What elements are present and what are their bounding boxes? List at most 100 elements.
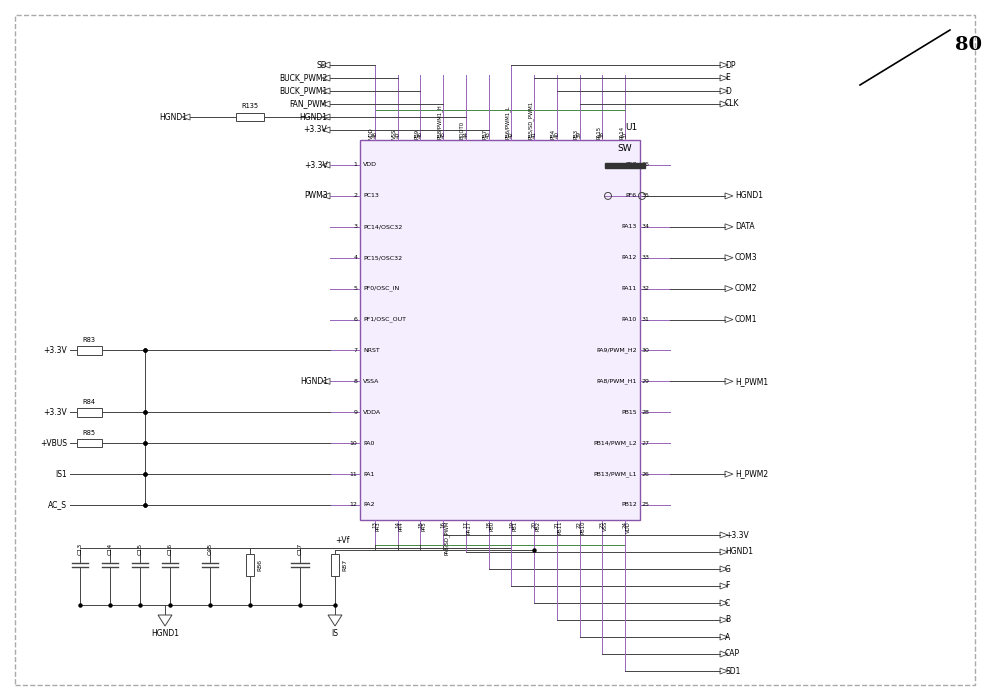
Text: +3.3V: +3.3V: [43, 408, 67, 416]
Text: 8: 8: [354, 379, 358, 384]
Text: IS1: IS1: [55, 470, 67, 479]
Text: 1: 1: [354, 162, 358, 167]
Text: DP: DP: [725, 60, 736, 69]
Text: R85: R85: [82, 430, 96, 435]
Text: PC14/OSC32: PC14/OSC32: [363, 224, 402, 230]
Text: R135: R135: [241, 104, 259, 109]
Text: PB2: PB2: [535, 521, 540, 531]
Text: C16: C16: [168, 543, 173, 555]
Text: 28: 28: [642, 410, 650, 415]
Polygon shape: [725, 255, 733, 260]
Text: HGND1: HGND1: [299, 113, 327, 122]
Bar: [246, 554, 254, 576]
Polygon shape: [725, 224, 733, 230]
Text: PB0: PB0: [490, 521, 495, 531]
Text: 16: 16: [441, 522, 446, 528]
Text: 15: 15: [418, 522, 423, 528]
Text: COM2: COM2: [735, 284, 758, 293]
Text: 6: 6: [354, 317, 358, 322]
Text: C14: C14: [108, 542, 112, 555]
Text: PA1: PA1: [363, 472, 374, 477]
Polygon shape: [720, 651, 728, 657]
Text: 10: 10: [350, 441, 358, 446]
Text: 13: 13: [372, 522, 378, 528]
Text: BOOT0: BOOT0: [460, 121, 465, 139]
Text: +3.3V: +3.3V: [303, 125, 327, 134]
Text: PF7: PF7: [626, 162, 637, 167]
Polygon shape: [182, 114, 190, 120]
Text: BUCK_PWM1: BUCK_PWM1: [279, 87, 327, 95]
Text: R83: R83: [82, 337, 96, 343]
Text: PB5/SD_PWM1: PB5/SD_PWM1: [527, 101, 533, 139]
Text: 43: 43: [486, 132, 491, 139]
Text: C45: C45: [208, 542, 212, 555]
Text: 30: 30: [642, 348, 650, 353]
Text: 23: 23: [600, 522, 605, 528]
Text: AC_S: AC_S: [48, 500, 67, 510]
Text: 4: 4: [354, 256, 358, 260]
Text: C17: C17: [298, 542, 302, 555]
Text: B: B: [725, 615, 730, 624]
Text: PB15: PB15: [621, 410, 637, 415]
Text: HGND1: HGND1: [300, 377, 328, 386]
Text: +3.3V: +3.3V: [43, 346, 67, 355]
Polygon shape: [720, 532, 728, 538]
Polygon shape: [720, 88, 728, 94]
Text: PB3: PB3: [574, 129, 579, 139]
Polygon shape: [725, 286, 733, 292]
Text: 37: 37: [622, 132, 628, 139]
Text: VSS: VSS: [392, 129, 397, 139]
Text: +3.3V: +3.3V: [304, 160, 328, 169]
Text: R84: R84: [82, 399, 96, 405]
Text: 18: 18: [486, 522, 491, 528]
Polygon shape: [322, 379, 330, 384]
Text: 26: 26: [642, 472, 650, 477]
Polygon shape: [322, 101, 330, 107]
Bar: [76, 439, 102, 447]
Text: C: C: [725, 598, 730, 608]
Text: PB7: PB7: [483, 129, 488, 139]
Text: PA9/PWM_H2: PA9/PWM_H2: [596, 348, 637, 354]
Text: PA13: PA13: [622, 224, 637, 230]
Text: 29: 29: [642, 379, 650, 384]
Polygon shape: [322, 193, 330, 199]
Text: A: A: [725, 633, 730, 641]
Text: PB8/PWM1_H: PB8/PWM1_H: [436, 104, 442, 139]
Text: PA6/SD_PWM: PA6/SD_PWM: [444, 521, 450, 555]
Text: 42: 42: [509, 132, 514, 139]
Text: 33: 33: [642, 256, 650, 260]
Text: 25: 25: [642, 503, 650, 507]
Polygon shape: [720, 617, 728, 623]
Text: C15: C15: [138, 543, 143, 555]
Text: D: D: [725, 87, 731, 95]
Text: VDD: VDD: [369, 127, 374, 139]
Text: PA0: PA0: [363, 441, 374, 446]
Text: 36: 36: [642, 162, 650, 167]
Polygon shape: [725, 316, 733, 323]
Text: 48: 48: [372, 132, 378, 139]
Text: PB12: PB12: [621, 503, 637, 507]
Text: 46: 46: [418, 132, 423, 139]
Text: PA11: PA11: [622, 286, 637, 291]
Text: 39: 39: [577, 132, 582, 139]
Text: HGND1: HGND1: [151, 629, 179, 638]
Polygon shape: [322, 114, 330, 120]
Text: HGND1: HGND1: [725, 547, 753, 556]
Text: PA2: PA2: [363, 503, 374, 507]
Polygon shape: [322, 162, 330, 168]
Text: E: E: [725, 74, 730, 83]
Text: DATA: DATA: [735, 223, 755, 231]
Text: PWM3: PWM3: [304, 191, 328, 200]
Polygon shape: [720, 634, 728, 640]
Text: 35: 35: [642, 193, 650, 198]
Text: 14: 14: [395, 522, 400, 528]
Text: HGND1: HGND1: [159, 113, 187, 122]
Text: PA8/PWM_H1: PA8/PWM_H1: [597, 379, 637, 384]
Text: VDDA: VDDA: [363, 410, 381, 415]
Polygon shape: [720, 668, 728, 674]
Text: 47: 47: [395, 132, 400, 139]
Text: 22: 22: [577, 522, 582, 528]
Polygon shape: [720, 62, 728, 68]
Bar: [236, 113, 264, 121]
Text: 7: 7: [354, 348, 358, 353]
